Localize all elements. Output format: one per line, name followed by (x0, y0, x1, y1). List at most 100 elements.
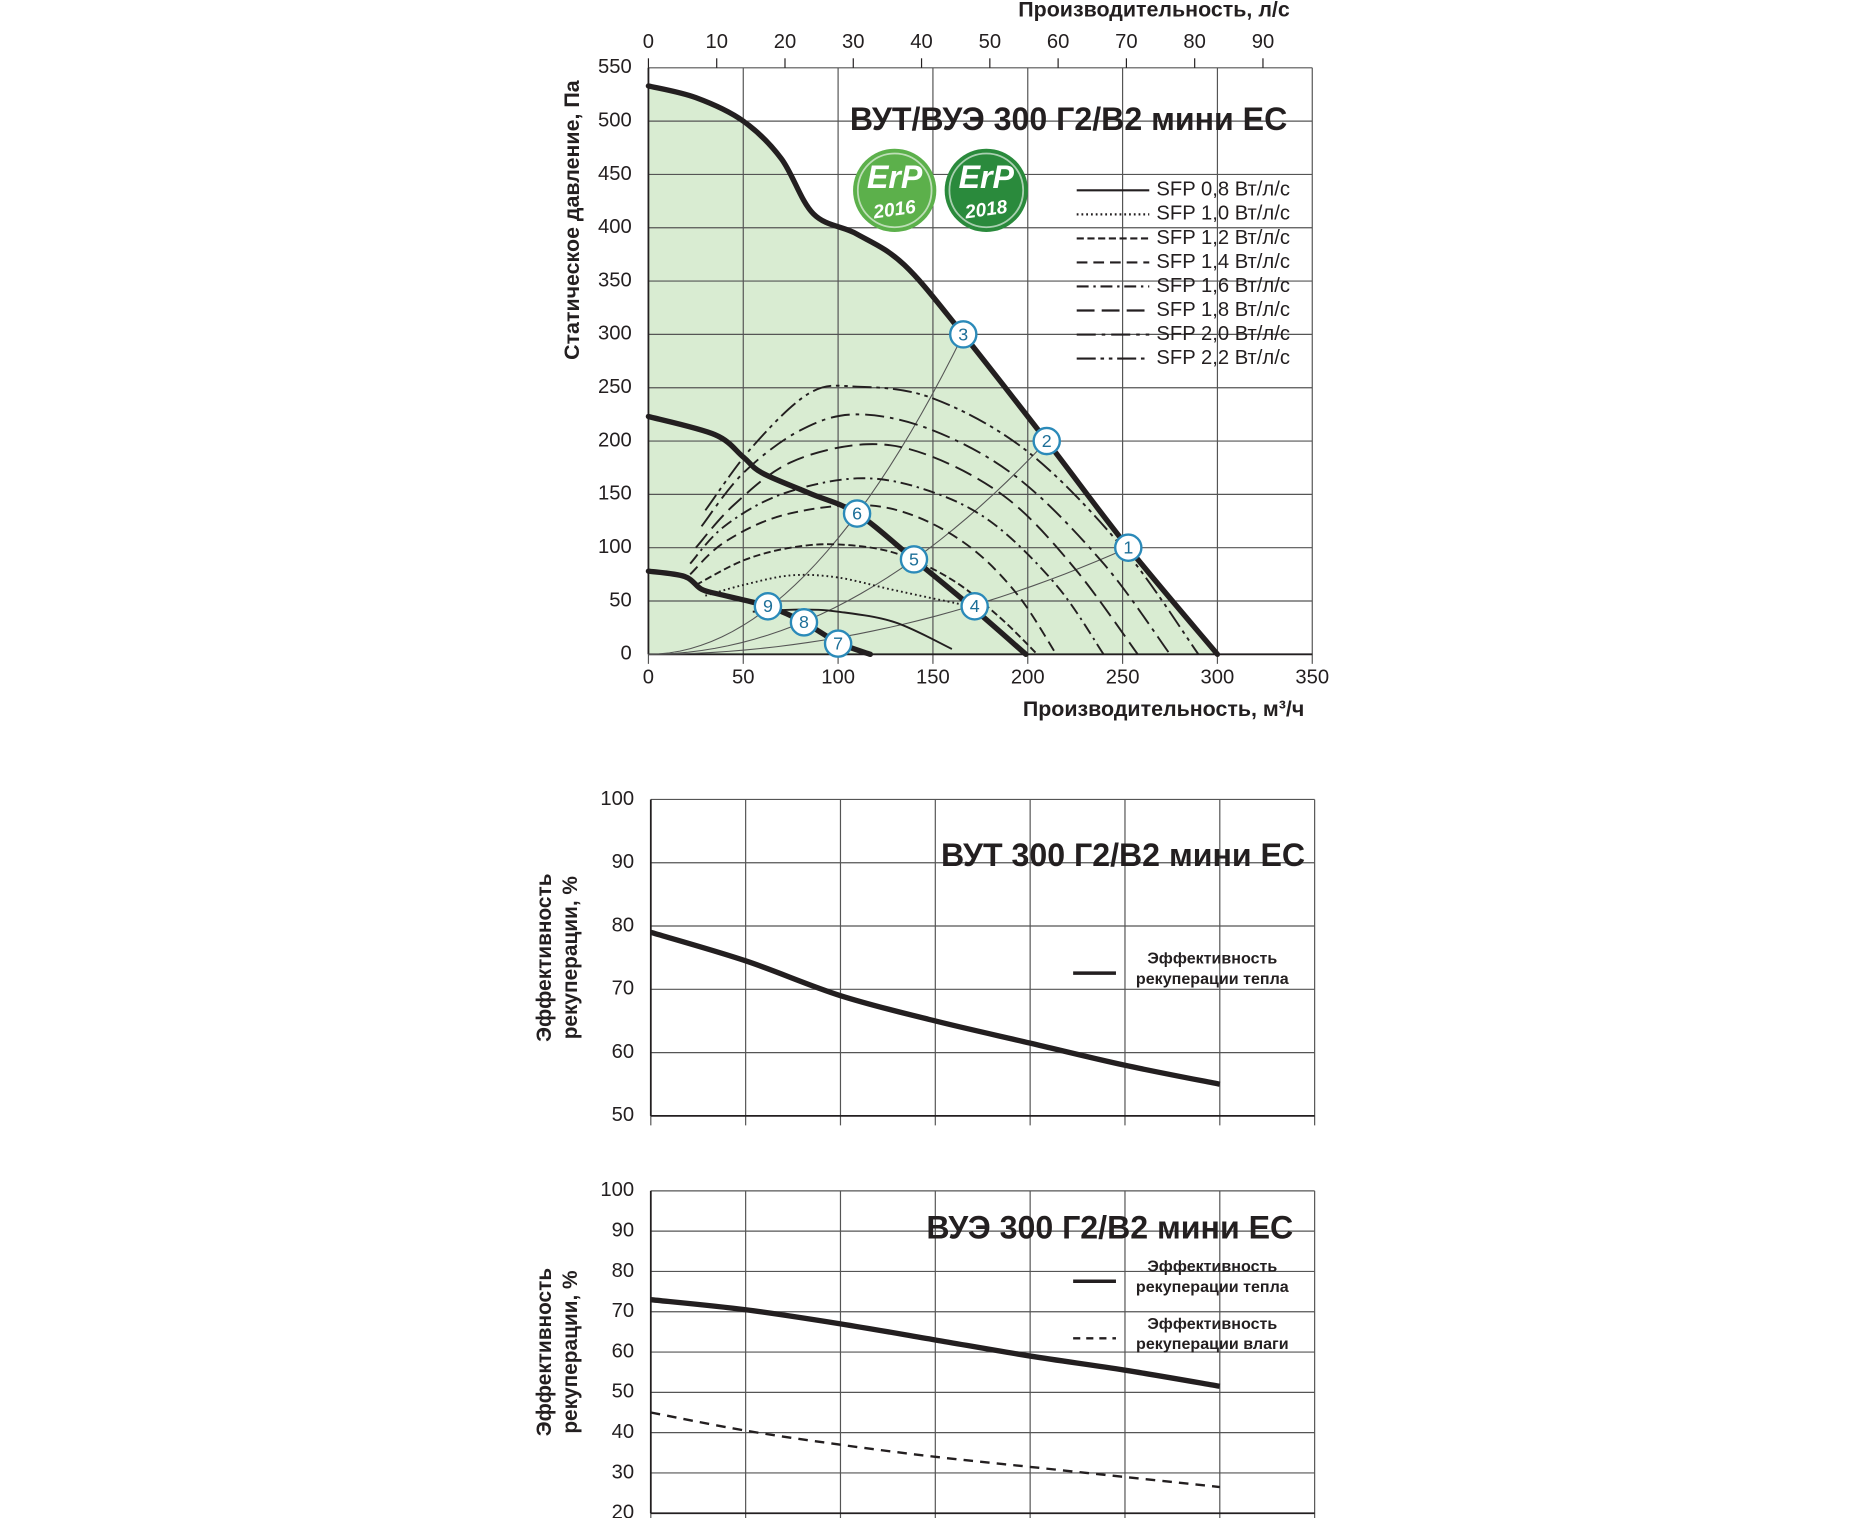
legend-label-box: Эффективность рекуперации тепла (1135, 1257, 1289, 1296)
y-tick-label: 100 (598, 536, 632, 558)
x-tick-label: 300 (1201, 666, 1235, 688)
x-tick-label: 0 (643, 666, 654, 688)
efficiency-line (650, 929, 1221, 1087)
x2-axis-label: Производительность, л/с (1018, 0, 1290, 21)
sfp-line (689, 477, 1105, 655)
y-tick-label: 150 (598, 483, 632, 505)
efficiency-line (650, 1296, 1221, 1389)
erp-badge-ring (948, 152, 1025, 229)
x2-tick-label: 20 (774, 31, 796, 53)
operating-point (948, 320, 978, 349)
y-tick-label: 550 (598, 56, 632, 78)
operating-point (789, 608, 819, 637)
y-tick-label: 70 (612, 978, 634, 1000)
system-curve (648, 547, 1129, 655)
operating-point-label: 9 (763, 596, 773, 616)
y-tick-label: 50 (612, 1381, 634, 1403)
erp-badge (944, 148, 1028, 232)
y-tick-label: 70 (612, 1300, 634, 1322)
operating-point (899, 545, 929, 574)
x-tick-label: 50 (732, 666, 754, 688)
operating-point-label: 7 (833, 634, 843, 654)
operating-point (753, 592, 783, 621)
x2-tick-label: 50 (979, 31, 1002, 53)
chart-title: ВУТ 300 Г2/В2 мини ЕС (941, 837, 1305, 873)
y-tick-label: 500 (598, 109, 632, 131)
legend-label: Эффективность рекуперации тепла (1135, 949, 1289, 988)
y-axis-label: Эффективность рекуперации, % (531, 873, 582, 1042)
x-tick-label: 150 (916, 666, 950, 688)
legend-label: SFP 1,0 Вт/л/с (1156, 203, 1290, 225)
legend-label-box: Эффективность рекуперации влаги (1136, 1314, 1289, 1353)
operating-point-label: 2 (1042, 431, 1052, 451)
y-tick-label: 80 (612, 914, 634, 936)
operating-point-label: 1 (1123, 538, 1133, 558)
x-tick-label: 250 (1106, 666, 1140, 688)
sfp-line (752, 608, 953, 650)
erp-badge (853, 148, 937, 232)
y-tick-label: 90 (612, 851, 634, 873)
chart-title: ВУТ/ВУЭ 300 Г2/В2 мини ЕС (850, 101, 1287, 137)
y-tick-label: 50 (612, 1104, 634, 1126)
y-tick-label: 90 (612, 1219, 634, 1241)
y-tick-label: 40 (612, 1421, 634, 1443)
operating-point-label: 3 (958, 324, 968, 344)
y-tick-label: 60 (612, 1041, 634, 1063)
y-tick-label: 30 (612, 1461, 634, 1483)
x-axis-label: Производительность, м³/ч (1023, 697, 1304, 721)
legend-label: Эффективность рекуперации тепла (1135, 1257, 1289, 1296)
x2-tick-label: 0 (643, 31, 654, 53)
legend-label: SFP 1,6 Вт/л/с (1156, 275, 1290, 297)
x2-tick-label: 40 (910, 31, 933, 53)
y-tick-label: 250 (598, 376, 632, 398)
system-curve (648, 334, 964, 655)
x-tick-label: 100 (821, 666, 855, 688)
legend-label: Эффективность рекуперации влаги (1136, 1314, 1289, 1353)
y-tick-label: 60 (612, 1340, 634, 1362)
x2-tick-label: 70 (1115, 31, 1137, 53)
erp-badge-text: ErP (867, 159, 923, 195)
operating-point (960, 592, 989, 621)
legend-label: SFP 1,8 Вт/л/с (1156, 299, 1290, 321)
sfp-line (689, 504, 1058, 655)
x2-tick-label: 90 (1252, 31, 1275, 53)
legend-label: SFP 0,8 Вт/л/с (1156, 179, 1290, 201)
y-tick-label: 80 (612, 1260, 634, 1282)
y-tick-label: 350 (598, 269, 632, 291)
x2-tick-label: 80 (1183, 31, 1205, 53)
chart-title: ВУЭ 300 Г2/В2 мини ЕС (926, 1210, 1293, 1246)
fan-curve (645, 83, 1221, 657)
x2-tick-label: 30 (842, 31, 865, 53)
operating-point (823, 629, 853, 658)
fan-curve (645, 413, 1029, 657)
y-tick-label: 200 (598, 429, 632, 451)
sfp-line (695, 543, 1038, 655)
system-curve (648, 440, 1048, 655)
erp-badge-ring (856, 152, 933, 229)
legend-label: SFP 2,2 Вт/л/с (1156, 347, 1290, 369)
legend-label-box: Эффективность рекуперации тепла (1135, 949, 1289, 988)
operating-point-label: 4 (970, 596, 980, 616)
operating-point-label: 5 (909, 549, 919, 569)
operating-point-label: 8 (799, 612, 809, 632)
operating-point (1032, 426, 1062, 456)
efficiency-line (650, 1411, 1220, 1489)
sfp-line (695, 443, 1139, 655)
erp-badge-text: ErP (959, 159, 1015, 195)
y-tick-label: 100 (600, 1179, 634, 1201)
y-tick-label: 450 (598, 163, 632, 185)
x2-tick-label: 60 (1047, 31, 1069, 53)
legend-label: SFP 1,4 Вт/л/с (1156, 251, 1290, 273)
legend-label: SFP 1,2 Вт/л/с (1156, 227, 1290, 249)
operating-point (1114, 533, 1143, 562)
x2-tick-label: 10 (705, 31, 728, 53)
y-axis-label-box: Эффективность рекуперации, % (532, 1268, 582, 1436)
y-tick-label: 50 (609, 589, 632, 611)
legend-label: SFP 2,0 Вт/л/с (1156, 323, 1290, 345)
x-tick-label: 350 (1295, 666, 1329, 688)
y-tick-label: 0 (621, 643, 632, 665)
y-axis-label-box: Эффективность рекуперации, % (531, 873, 582, 1042)
y-tick-label: 300 (598, 323, 632, 345)
